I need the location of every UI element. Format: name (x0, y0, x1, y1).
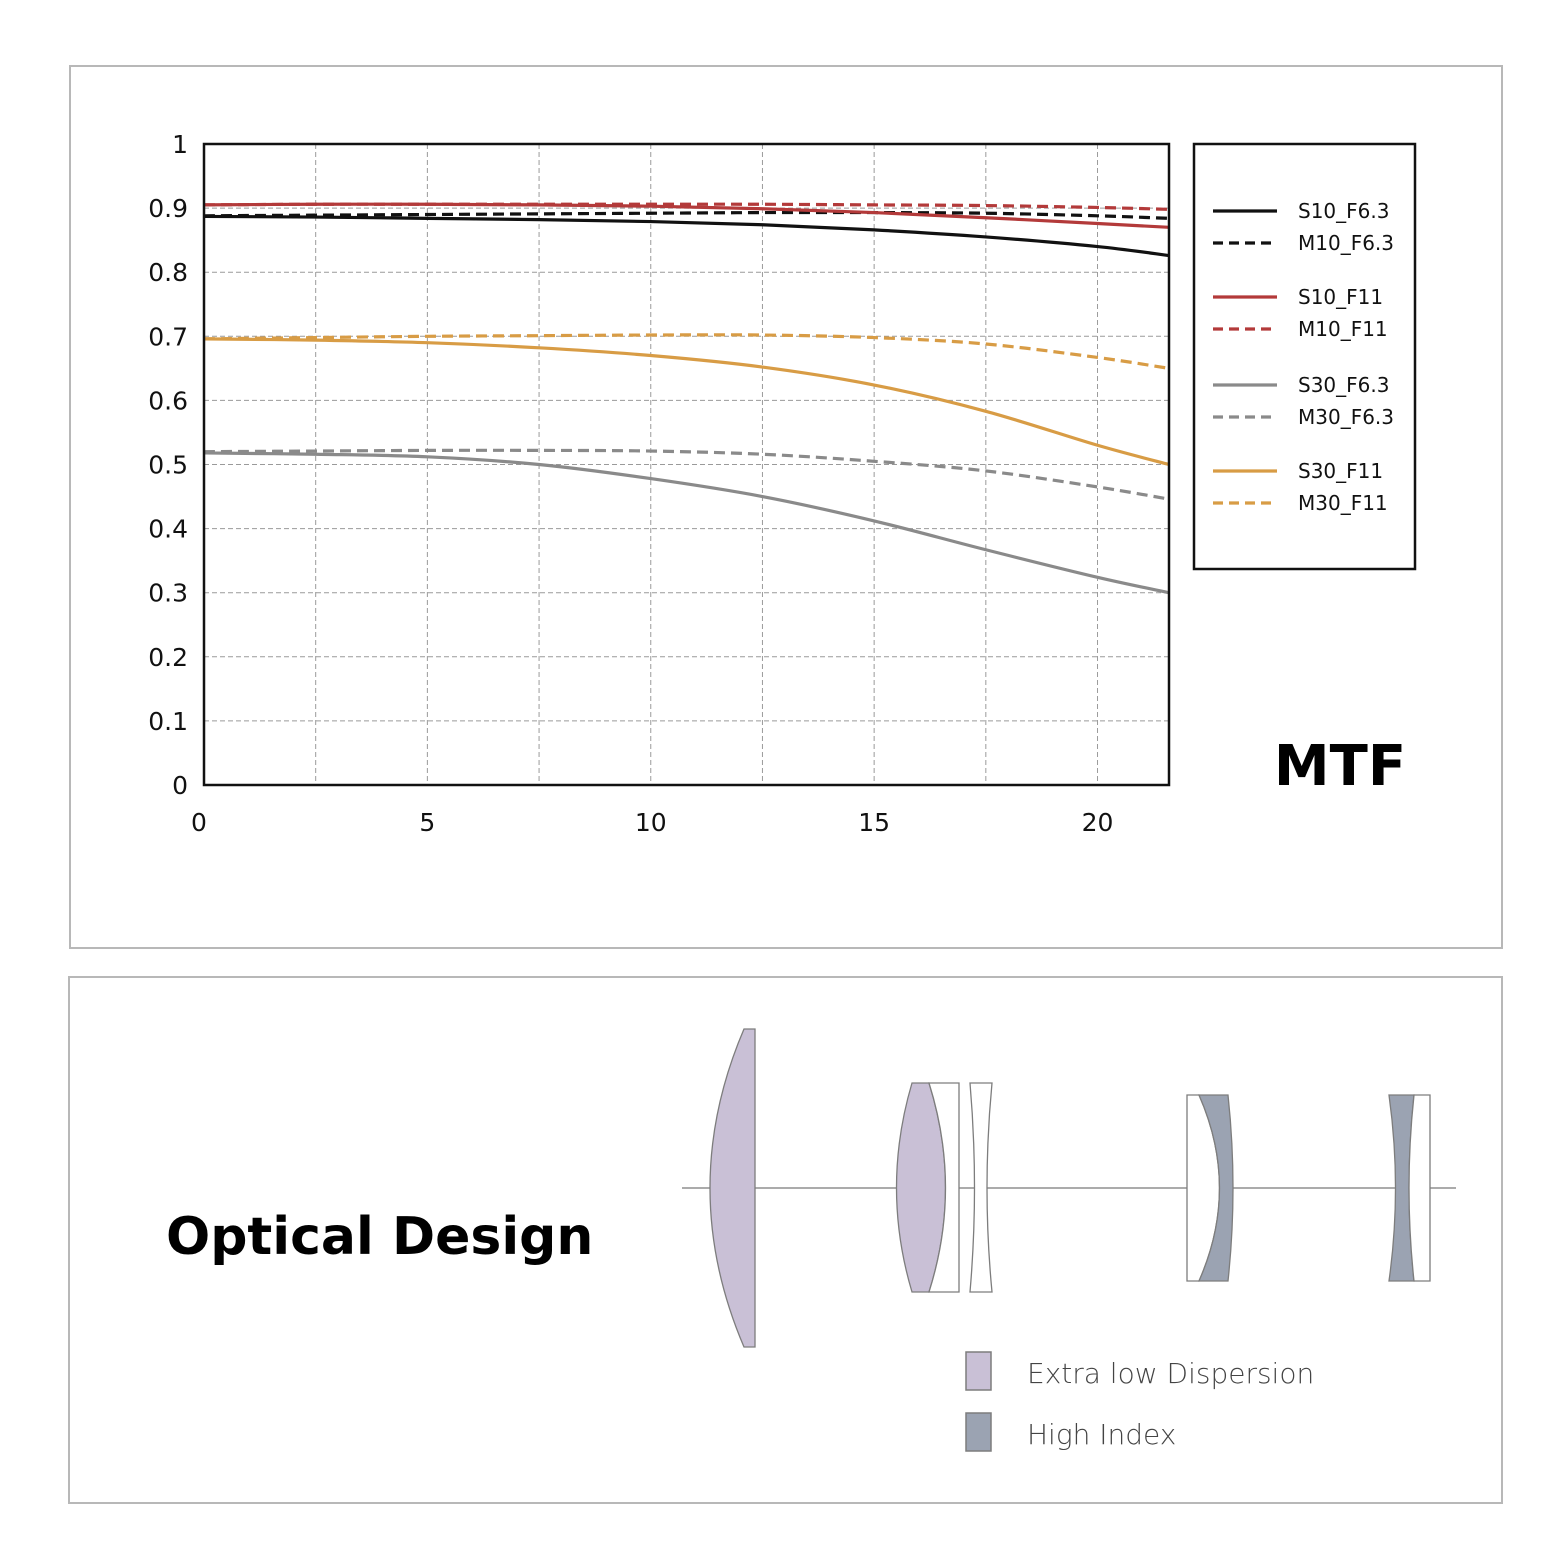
y-tick-label: 0.9 (148, 194, 188, 223)
series-line-s30-f11 (203, 337, 1170, 467)
legend-label: M10_F11 (1298, 317, 1388, 341)
legend-box (1192, 142, 1417, 571)
lens-element-6 (1198, 1094, 1234, 1282)
x-tick-label: 0 (191, 808, 207, 837)
lens-element-8 (1408, 1094, 1431, 1282)
lens-element-3 (928, 1082, 960, 1293)
x-tick-label: 20 (1082, 808, 1114, 837)
y-tick-label: 0.1 (148, 707, 188, 736)
optical-design-panel (68, 976, 1503, 1504)
ed-legend-label: Extra low Dispersion (1027, 1357, 1314, 1390)
x-tick-label: 10 (635, 808, 667, 837)
series-line-m10-f11 (203, 202, 1170, 211)
legend-label: M30_F6.3 (1298, 405, 1394, 429)
series-line-m30-f6-3 (203, 448, 1170, 501)
y-tick-labels: 0 0.1 0.2 0.3 0.4 0.5 0.6 0.7 0.8 0.9 1 (148, 130, 188, 800)
x-tick-label: 5 (419, 808, 435, 837)
plot-frame (202, 142, 1171, 787)
grid-lines (204, 144, 1169, 785)
y-tick-label: 0.2 (148, 643, 188, 672)
chart-title: MTF (1274, 734, 1406, 799)
x-tick-label: 15 (858, 808, 890, 837)
ed-swatch (965, 1351, 992, 1391)
legend: S10_F6.3 M10_F6.3 S10_F11 M10_F11 S30_F6.3 M3… (1213, 199, 1394, 515)
high-index-legend-label: High Index (1027, 1418, 1176, 1451)
series-line-s10-f6-3 (203, 214, 1170, 258)
legend-label: M10_F6.3 (1298, 231, 1394, 255)
series-line-m30-f11 (203, 333, 1170, 370)
legend-label: S10_F11 (1298, 285, 1383, 309)
y-tick-label: 0.5 (148, 451, 188, 480)
y-tick-label: 1 (172, 130, 188, 159)
series-line-s30-f6-3 (203, 451, 1170, 595)
optical-legend: Extra low Dispersion High Index (965, 1351, 1314, 1452)
y-tick-label: 0.8 (148, 258, 188, 287)
y-tick-label: 0 (172, 771, 188, 800)
lens-element-1 (709, 1028, 756, 1348)
series-lines (203, 202, 1170, 595)
legend-label: M30_F11 (1298, 491, 1388, 515)
optical-design-title: Optical Design (166, 1207, 593, 1267)
y-tick-label: 0.3 (148, 579, 188, 608)
lens-diagram (682, 1028, 1456, 1348)
legend-label: S30_F11 (1298, 459, 1383, 483)
y-tick-label: 0.6 (148, 386, 188, 415)
legend-label: S10_F6.3 (1298, 199, 1389, 223)
series-line-m10-f6-3 (203, 210, 1170, 220)
x-tick-labels: 0 5 10 15 20 (191, 808, 1113, 837)
y-tick-label: 0.4 (148, 515, 188, 544)
lens-element-4 (969, 1082, 993, 1293)
high-index-swatch (965, 1412, 992, 1452)
legend-label: S30_F6.3 (1298, 373, 1389, 397)
series-line-s10-f11 (203, 202, 1170, 229)
y-tick-label: 0.7 (148, 322, 188, 351)
